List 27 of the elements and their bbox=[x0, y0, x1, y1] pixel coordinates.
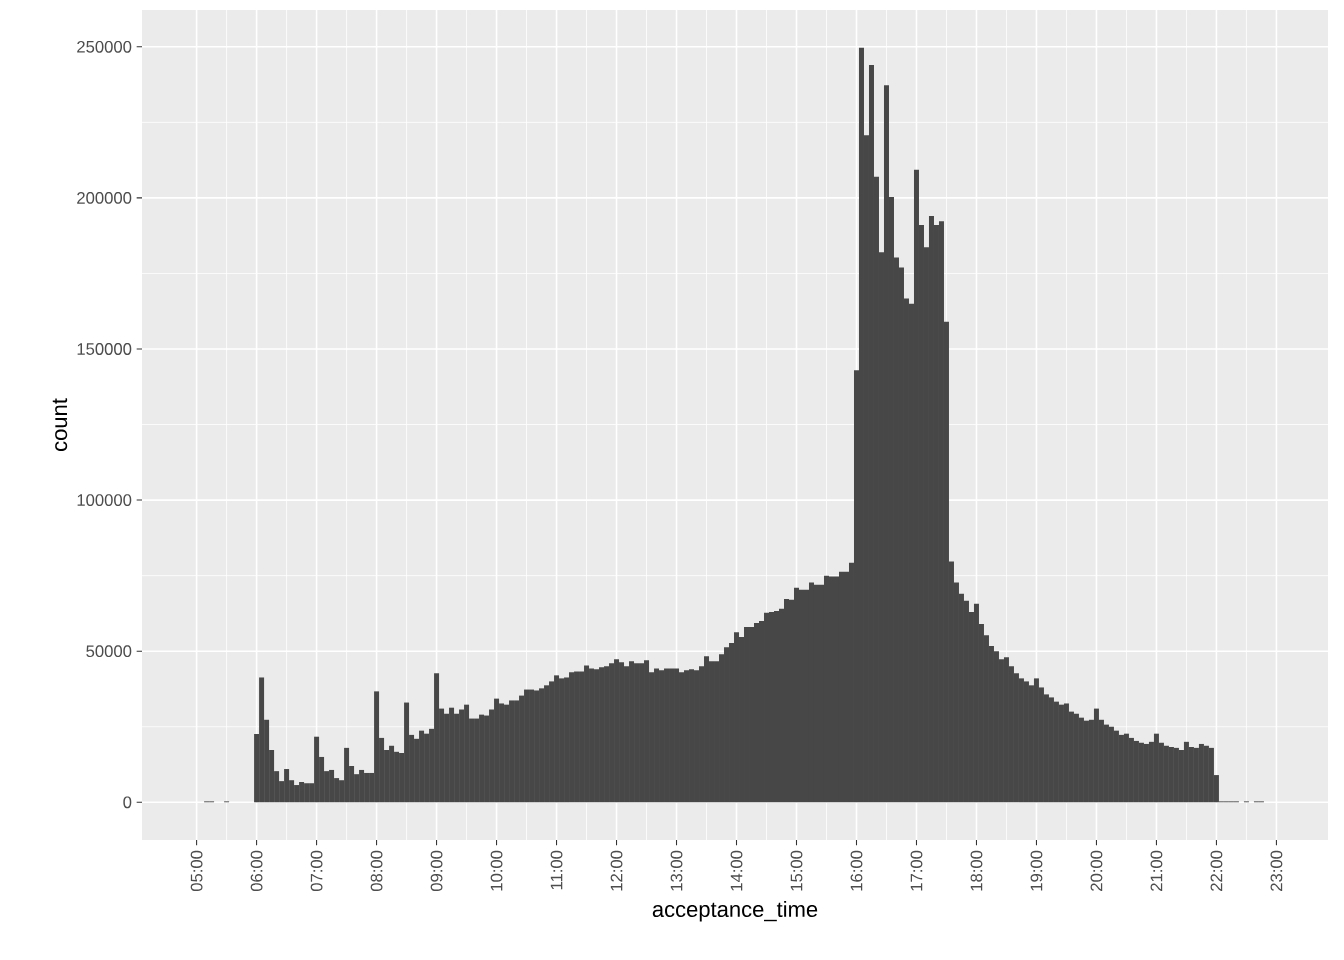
y-tick-label: 250000 bbox=[77, 40, 132, 53]
y-tick-label: 0 bbox=[123, 796, 132, 809]
x-tick-label: 14:00 bbox=[730, 850, 743, 891]
y-tick-label: 200000 bbox=[77, 192, 132, 204]
y-tick-label: 150000 bbox=[77, 343, 132, 355]
x-tick-label: 17:00 bbox=[910, 850, 923, 891]
x-tick-label: 18:00 bbox=[970, 850, 983, 891]
x-tick-label: 19:00 bbox=[1030, 850, 1043, 891]
y-tick-label: 50000 bbox=[86, 645, 132, 658]
x-tick-label: 22:00 bbox=[1210, 850, 1223, 891]
x-tick-label: 09:00 bbox=[430, 850, 443, 892]
x-tick-label: 23:00 bbox=[1270, 850, 1283, 891]
x-tick-label: 10:00 bbox=[490, 850, 503, 891]
x-tick-label: 11:00 bbox=[550, 850, 563, 890]
x-tick-label: 13:00 bbox=[670, 850, 683, 891]
x-tick-label: 20:00 bbox=[1090, 850, 1103, 891]
x-tick-label: 16:00 bbox=[850, 850, 863, 891]
y-axis-title: count bbox=[52, 398, 68, 451]
x-tick-label: 08:00 bbox=[370, 850, 383, 892]
y-tick-label: 100000 bbox=[77, 494, 132, 506]
x-tick-label: 06:00 bbox=[250, 850, 263, 892]
x-axis-title: acceptance_time bbox=[652, 900, 818, 922]
x-tick-label: 12:00 bbox=[610, 850, 623, 891]
x-tick-label: 05:00 bbox=[190, 850, 203, 892]
x-tick-label: 15:00 bbox=[790, 850, 803, 891]
x-tick-label: 21:00 bbox=[1150, 850, 1163, 891]
x-tick-label: 07:00 bbox=[310, 850, 323, 892]
